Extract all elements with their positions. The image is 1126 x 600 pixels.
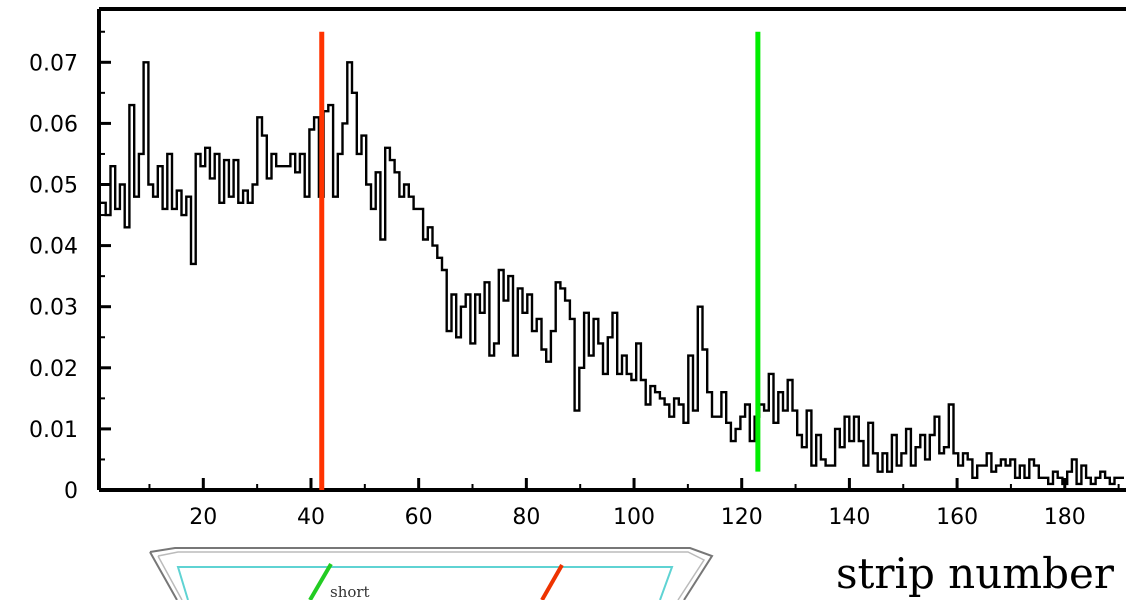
x-tick-label: 100 [613,505,655,530]
x-axis-label: strip number [836,549,1115,598]
y-axis-ticks [99,30,111,461]
inset-green-strip [308,562,333,600]
y-tick-label: 0.06 [29,112,78,137]
y-tick-label: 0 [64,479,78,504]
x-tick-label: 140 [828,505,870,530]
y-tick-label: 0.05 [29,174,78,199]
y-tick-label: 0.04 [29,235,78,260]
detector-inset: short [149,547,714,600]
x-tick-label: 120 [721,505,763,530]
x-axis-ticks [148,478,1120,490]
x-tick-label: 40 [297,505,325,530]
y-tick-label: 0.03 [29,296,78,321]
strip-markers [319,31,761,490]
x-tick-label: 160 [936,505,978,530]
inset-inner-frame [157,551,706,600]
x-tick-label: 180 [1044,505,1086,530]
y-tick-label: 0.07 [29,51,78,76]
histogram-series [101,61,1124,486]
inset-cyan-frame [176,566,674,600]
x-tick-label: 20 [189,505,217,530]
y-tick-label: 0.02 [29,357,78,382]
y-axis-tick-labels: 0 0.01 0.02 0.03 0.04 0.05 0.06 0.07 [29,51,78,504]
x-tick-label: 60 [405,505,433,530]
inset-outer-frame [149,547,714,600]
inset-short-label: short [330,583,370,600]
x-tick-label: 80 [512,505,540,530]
inset-red-strip [540,564,564,600]
x-axis-tick-labels: 20 40 60 80 100 120 140 160 180 [189,505,1085,530]
y-tick-label: 0.01 [29,418,78,443]
